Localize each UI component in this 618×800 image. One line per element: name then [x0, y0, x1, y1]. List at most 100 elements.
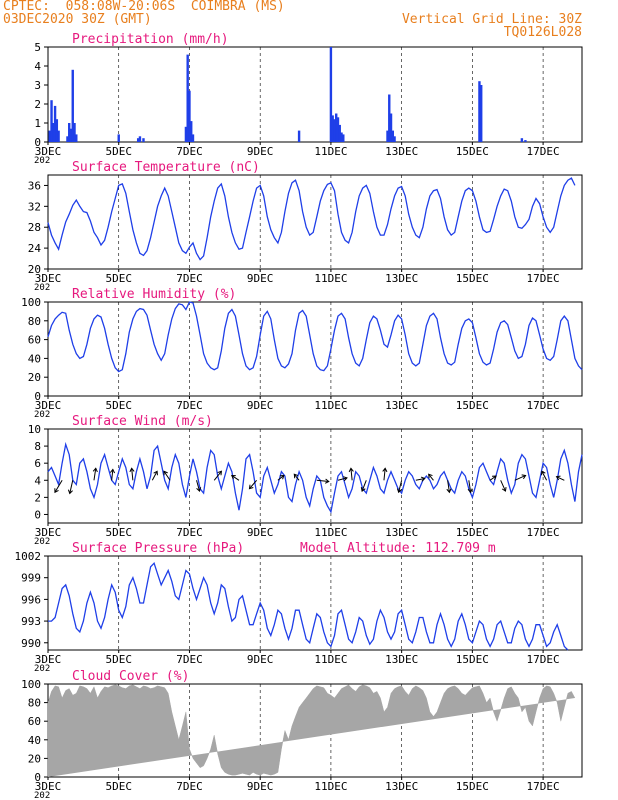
y-tick-label: 999: [21, 572, 41, 585]
wind-vector-head: [67, 489, 73, 495]
precip-bar: [524, 140, 527, 142]
panel-frame: [47, 174, 583, 270]
wind-vector-head: [541, 470, 546, 476]
y-tick-label: 100: [21, 296, 41, 309]
panel-title: Cloud Cover (%): [72, 669, 189, 684]
y-tick-label: 32: [28, 200, 41, 213]
y-tick-label: 80: [28, 697, 41, 710]
x-tick-label: 9DEC: [247, 526, 274, 539]
x-tick-label: 5DEC: [105, 780, 132, 793]
x-tick-label: 7DEC: [176, 272, 203, 285]
x-tick-label: 15DEC: [456, 399, 489, 412]
wind-vector: [249, 479, 258, 489]
series-line: [47, 177, 576, 261]
y-tick-label: 20: [28, 752, 41, 765]
series-line: [48, 561, 569, 651]
wind-vector-head: [153, 470, 158, 476]
wind-vector-head: [348, 467, 354, 473]
x-tick-label: 17DEC: [527, 272, 560, 285]
wind-vector: [54, 480, 63, 493]
x-tick-label: 9DEC: [247, 653, 274, 666]
wind-vector: [131, 468, 134, 481]
precip-bar: [297, 130, 301, 142]
y-tick-label: 996: [21, 593, 41, 606]
y-tick-label: 60: [28, 334, 41, 347]
precip-bar: [393, 136, 396, 142]
x-tick-label: 7DEC: [176, 145, 203, 158]
x-tick-label: 7DEC: [176, 653, 203, 666]
wind-vector-head: [382, 467, 388, 473]
x-tick-label: 15DEC: [456, 653, 489, 666]
y-tick-label: 40: [28, 352, 41, 365]
y-tick-label: 0: [34, 771, 41, 784]
panel-annotation: Model Altitude: 112.709 m: [300, 541, 496, 556]
x-tick-label: 13DEC: [385, 653, 418, 666]
wind-vector-head: [54, 488, 59, 494]
y-tick-label: 990: [21, 637, 41, 650]
wind-vector: [316, 479, 329, 482]
wind-vector: [447, 480, 450, 493]
wind-vector: [151, 471, 158, 481]
series-line: [47, 301, 583, 373]
precip-bar: [388, 94, 391, 142]
wind-vector: [468, 480, 472, 493]
x-tick-subscript: 202: [34, 664, 50, 674]
x-tick-subscript: 202: [34, 410, 50, 420]
y-tick-label: 4: [34, 474, 41, 487]
precip-bar: [335, 113, 338, 142]
y-tick-label: 8: [34, 440, 41, 453]
panel-frame: [47, 428, 583, 524]
precip-bar: [142, 138, 145, 142]
wind-vector: [514, 475, 526, 481]
precip-bar: [66, 136, 69, 142]
wind-vector-head: [360, 487, 366, 492]
x-tick-label: 5DEC: [105, 526, 132, 539]
precip-bar: [333, 119, 336, 142]
x-tick-label: 5DEC: [105, 145, 132, 158]
y-tick-label: 6: [34, 457, 41, 470]
wind-vector: [111, 469, 114, 481]
x-tick-label: 3DEC: [35, 526, 62, 539]
x-tick-label: 9DEC: [247, 780, 274, 793]
x-tick-label: 11DEC: [314, 780, 347, 793]
y-tick-label: 993: [21, 615, 41, 628]
panel-frame: [47, 301, 583, 397]
y-tick-label: 20: [28, 371, 41, 384]
wind-vector-head: [521, 474, 527, 480]
y-tick-label: 5: [34, 41, 41, 54]
x-tick-subscript: 202: [34, 791, 50, 800]
wind-vector: [350, 468, 353, 481]
precip-bar: [191, 134, 195, 142]
wind-vector-head: [501, 487, 507, 492]
x-tick-label: 11DEC: [314, 272, 347, 285]
y-tick-label: 1002: [15, 550, 42, 563]
series-line: [47, 441, 583, 514]
precip-bar: [138, 136, 142, 142]
x-tick-label: 5DEC: [105, 653, 132, 666]
x-tick-label: 17DEC: [527, 653, 560, 666]
panel-title: Relative Humidity (%): [72, 287, 236, 302]
precip-bar: [50, 100, 53, 142]
wind-vector: [163, 470, 171, 481]
x-tick-subscript: 202: [34, 537, 50, 547]
wind-vector: [489, 475, 497, 481]
y-tick-label: 2: [34, 491, 41, 504]
precip-bar: [186, 54, 189, 142]
wind-vector-head: [279, 474, 285, 480]
precip-bar: [69, 128, 73, 142]
wind-vector: [428, 473, 434, 481]
precip-bar: [184, 126, 188, 142]
precip-bar: [68, 123, 71, 142]
panel-frame: [47, 555, 583, 651]
panel-title: Surface Wind (m/s): [72, 414, 213, 429]
y-tick-label: 0: [34, 508, 41, 521]
header-station: CPTEC: 058:08W-20:06S COIMBRA (MS): [3, 0, 285, 14]
wind-vector-head: [217, 470, 222, 476]
y-tick-label: 0: [34, 390, 41, 403]
x-tick-label: 11DEC: [314, 145, 347, 158]
y-tick-label: 3: [34, 79, 41, 92]
x-tick-label: 17DEC: [527, 526, 560, 539]
header-date: 03DEC2020 30Z (GMT): [3, 12, 152, 27]
wind-vector-head: [420, 476, 426, 482]
wind-vector: [556, 476, 565, 481]
